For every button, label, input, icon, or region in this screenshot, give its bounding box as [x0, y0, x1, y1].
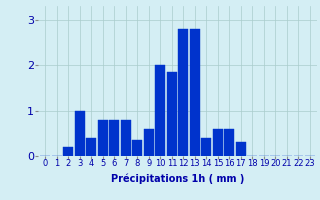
Bar [86, 138, 96, 156]
Bar [121, 120, 131, 156]
Bar [167, 72, 177, 156]
Bar [224, 129, 234, 156]
Bar [98, 120, 108, 156]
Bar [190, 29, 200, 156]
Bar [144, 129, 154, 156]
X-axis label: Précipitations 1h ( mm ): Précipitations 1h ( mm ) [111, 173, 244, 184]
Bar [109, 120, 119, 156]
Bar [132, 140, 142, 156]
Bar [156, 65, 165, 156]
Bar [179, 29, 188, 156]
Bar [63, 147, 73, 156]
Bar [213, 129, 223, 156]
Bar [75, 111, 85, 156]
Bar [236, 142, 246, 156]
Bar [202, 138, 211, 156]
